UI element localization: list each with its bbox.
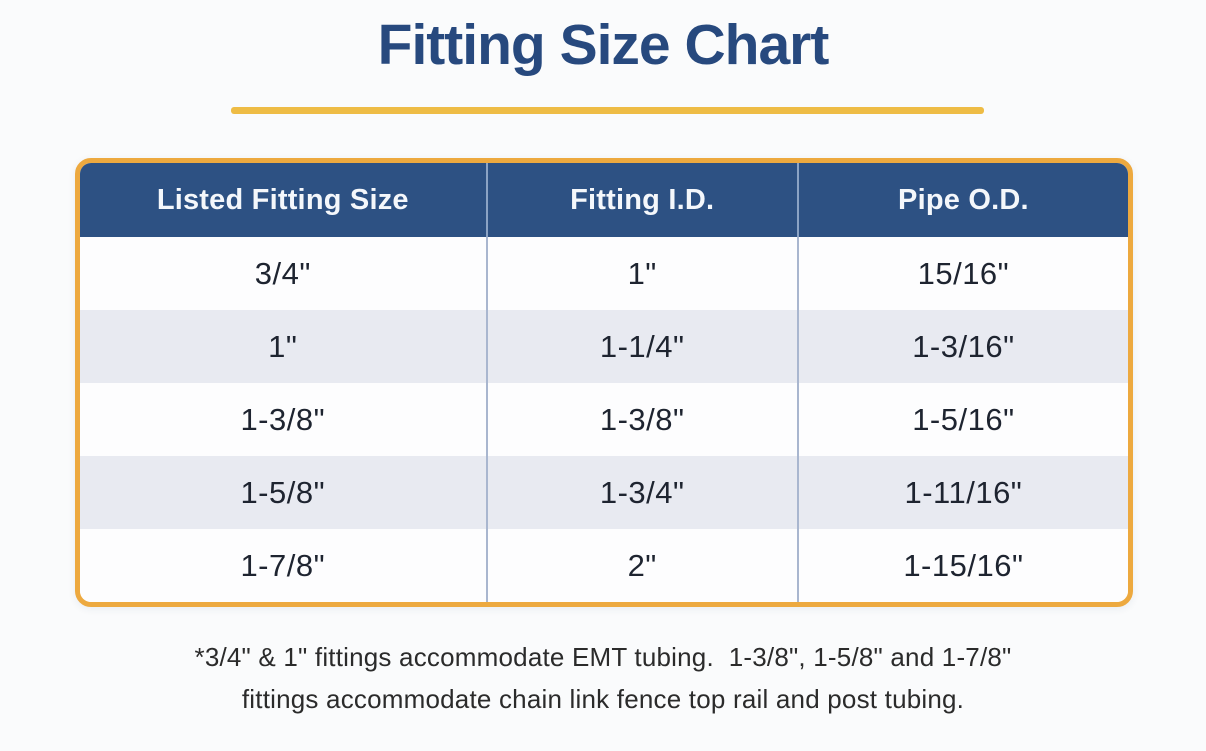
column-header-fitting-id: Fitting I.D.: [485, 163, 797, 237]
footnote-line-1: *3/4" & 1" fittings accommodate EMT tubi…: [194, 642, 1012, 672]
table-row: 3/4" 1" 15/16": [80, 237, 1128, 310]
footnote-line-2: fittings accommodate chain link fence to…: [241, 684, 965, 714]
cell-pipe-od: 1-11/16": [796, 456, 1128, 529]
cell-pipe-od: 1-5/16": [796, 383, 1128, 456]
cell-fitting-id: 1-3/8": [485, 383, 797, 456]
cell-fitting-id: 2": [485, 529, 797, 602]
cell-fitting-id: 1-1/4": [485, 310, 797, 383]
cell-listed-fitting-size: 1-3/8": [240, 401, 326, 437]
cell-listed-fitting-size: 1": [268, 328, 298, 364]
cell-pipe-od: 15/16": [796, 237, 1128, 310]
title-underline: [231, 107, 984, 114]
fitting-size-table: Listed Fitting Size Fitting I.D. Pipe O.…: [75, 158, 1133, 607]
table-header-row: Listed Fitting Size Fitting I.D. Pipe O.…: [80, 163, 1128, 237]
cell-pipe-od: 1-15/16": [796, 529, 1128, 602]
footnote: *3/4" & 1" fittings accommodate EMT tubi…: [0, 636, 1206, 720]
cell-fitting-id: 1": [485, 237, 797, 310]
table-row: 1-7/8" 2" 1-15/16": [80, 529, 1128, 602]
cell-fitting-id: 1-3/4": [485, 456, 797, 529]
cell-listed-fitting-size: 3/4": [254, 255, 311, 291]
cell-pipe-od: 1-3/16": [796, 310, 1128, 383]
table-row: 1" 1-1/4" 1-3/16": [80, 310, 1128, 383]
cell-listed-fitting-size: 1-5/8": [240, 474, 326, 510]
cell-listed-fitting-size: 1-7/8": [240, 547, 326, 583]
table-row: 1-3/8" 1-3/8" 1-5/16": [80, 383, 1128, 456]
table-row: 1-5/8" 1-3/4" 1-11/16": [80, 456, 1128, 529]
column-header-listed-fitting-size: Listed Fitting Size: [156, 183, 409, 216]
page-title: Fitting Size Chart: [377, 13, 830, 77]
column-header-pipe-od: Pipe O.D.: [796, 163, 1128, 237]
